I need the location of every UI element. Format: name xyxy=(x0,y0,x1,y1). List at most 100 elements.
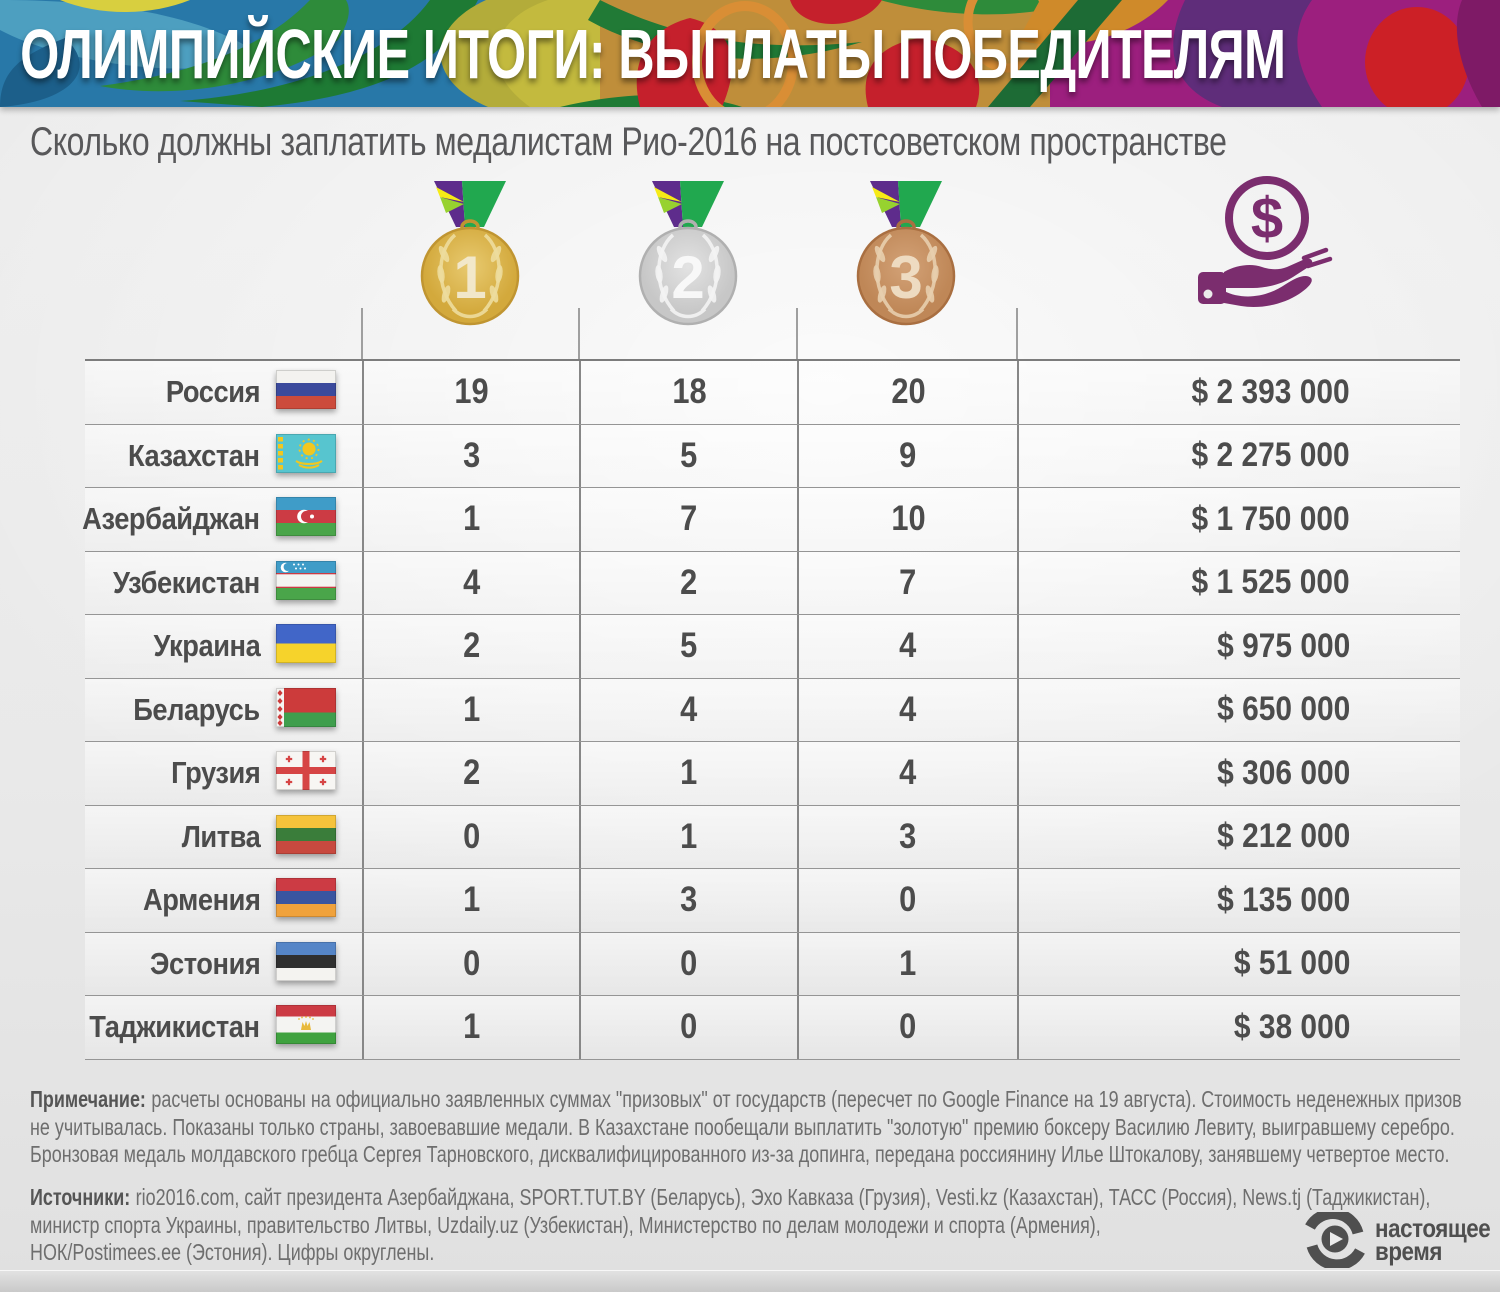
payout-cell: $ 306 000 xyxy=(1017,742,1460,805)
column-divider-line xyxy=(361,308,363,359)
silver-medal-icon: 2 xyxy=(628,172,748,337)
country-cell: Эстония xyxy=(85,933,362,996)
play-arrow-icon xyxy=(1330,1232,1343,1246)
silver-count-cell: 5 xyxy=(579,424,797,487)
country-cell: Узбекистан xyxy=(85,552,362,615)
sources: Источники: rio2016.com, сайт президента А… xyxy=(30,1184,1477,1267)
country-cell: Таджикистан xyxy=(85,996,362,1059)
country-name: Казахстан xyxy=(128,437,260,473)
payout-cell: $ 212 000 xyxy=(1017,805,1460,868)
payout-hand-icon: $ xyxy=(1196,172,1336,322)
bronze-count-cell: 20 xyxy=(797,361,1017,424)
payout-cell: $ 38 000 xyxy=(1017,996,1460,1059)
payout-cell: $ 1 525 000 xyxy=(1017,551,1460,614)
country-name: Таджикистан xyxy=(89,1009,261,1045)
silver-count-cell: 1 xyxy=(579,742,797,805)
country-cell: Беларусь xyxy=(85,679,362,742)
svg-text:$: $ xyxy=(1251,186,1283,251)
svg-text:3: 3 xyxy=(889,244,922,311)
subtitle: Сколько должны заплатить медалистам Рио-… xyxy=(30,120,1227,164)
table-row: Узбекистан 4 2 7 $ 1 525 000 xyxy=(85,551,1460,615)
bronze-count-cell: 9 xyxy=(797,424,1017,487)
bronze-count-cell: 3 xyxy=(797,805,1017,868)
header-background-art xyxy=(0,0,1500,107)
flag-icon-ee xyxy=(276,941,336,986)
country-cell: Литва xyxy=(85,806,362,869)
bronze-count-cell: 4 xyxy=(797,742,1017,805)
country-cell: Грузия xyxy=(85,742,362,805)
silver-count-cell: 0 xyxy=(579,996,797,1059)
gold-count-cell: 4 xyxy=(362,551,579,614)
table-row: Украина 2 5 4 $ 975 000 xyxy=(85,615,1460,679)
country-name: Эстония xyxy=(149,945,261,981)
silver-count-cell: 5 xyxy=(579,615,797,678)
flag-icon-ge xyxy=(276,751,336,795)
flag-icon-uz xyxy=(276,560,336,605)
table-row: Беларусь 1 4 4 $ 650 000 xyxy=(85,678,1460,742)
table-row: Армения 1 3 0 $ 135 000 xyxy=(85,869,1460,933)
payout-cell: $ 650 000 xyxy=(1017,678,1460,741)
silver-count-cell: 3 xyxy=(579,869,797,932)
table-row: Эстония 0 0 1 $ 51 000 xyxy=(85,932,1460,996)
table-row: Россия 19 18 20 $ 2 393 000 xyxy=(85,361,1460,425)
note-text: расчеты основаны на официально заявленны… xyxy=(30,1086,1462,1167)
payout-cell: $ 2 275 000 xyxy=(1017,424,1460,487)
silver-count-cell: 2 xyxy=(579,551,797,614)
payout-cell: $ 1 750 000 xyxy=(1017,488,1460,551)
country-cell: Украина xyxy=(85,615,362,678)
svg-text:2: 2 xyxy=(671,244,704,311)
bronze-count-cell: 10 xyxy=(797,488,1017,551)
gold-count-cell: 0 xyxy=(362,805,579,868)
flag-icon-kz xyxy=(276,433,336,478)
country-name: Армения xyxy=(142,882,261,918)
gold-count-cell: 1 xyxy=(362,488,579,551)
gold-count-cell: 1 xyxy=(362,869,579,932)
svg-text:1: 1 xyxy=(453,244,486,311)
silver-count-cell: 18 xyxy=(579,361,797,424)
page-title: ОЛИМПИЙСКИЕ ИТОГИ: ВЫПЛАТЫ ПОБЕДИТЕЛЯМ xyxy=(20,14,1286,93)
note-label: Примечание: xyxy=(30,1086,146,1112)
table-row: Грузия 2 1 4 $ 306 000 xyxy=(85,742,1460,806)
flag-icon-ru xyxy=(276,370,336,414)
note: Примечание: расчеты основаны на официальн… xyxy=(30,1086,1477,1169)
table-row: Азербайджан 1 7 10 $ 1 750 000 xyxy=(82,488,1460,552)
gold-count-cell: 0 xyxy=(362,932,579,995)
column-divider-line xyxy=(796,308,798,359)
silver-count-cell: 0 xyxy=(579,932,797,995)
country-name: Грузия xyxy=(170,755,261,791)
bronze-medal-icon: 3 xyxy=(846,172,966,337)
footer-strip xyxy=(0,1270,1500,1292)
bronze-count-cell: 7 xyxy=(797,551,1017,614)
country-name: Украина xyxy=(153,628,260,664)
flag-icon-tj xyxy=(276,1005,336,1049)
payout-cell: $ 2 393 000 xyxy=(1017,361,1460,424)
bronze-count-cell: 0 xyxy=(797,996,1017,1059)
country-cell: Казахстан xyxy=(85,425,362,488)
country-name: Россия xyxy=(165,374,261,410)
table-row: Таджикистан 1 0 0 $ 38 000 xyxy=(85,996,1460,1060)
country-cell: Азербайджан xyxy=(82,488,362,551)
silver-count-cell: 4 xyxy=(579,678,797,741)
country-cell: Россия xyxy=(85,361,362,424)
payouts-table: Россия 19 18 20 $ 2 393 000 Казахстан 3 … xyxy=(82,359,1460,1060)
flag-icon-az xyxy=(276,497,336,541)
flag-icon-ua xyxy=(276,624,336,668)
current-time-logo: настоящее время xyxy=(1302,1212,1500,1268)
country-name: Азербайджан xyxy=(82,501,261,537)
current-time-logo-text: настоящее время xyxy=(1375,1213,1491,1264)
logo-line1: настоящее xyxy=(1375,1213,1491,1243)
gold-count-cell: 19 xyxy=(362,361,579,424)
gold-count-cell: 1 xyxy=(362,678,579,741)
silver-count-cell: 1 xyxy=(579,805,797,868)
payout-cell: $ 975 000 xyxy=(1017,615,1460,678)
flag-icon-by xyxy=(276,687,336,732)
current-time-logo-icon xyxy=(1305,1212,1365,1268)
gold-count-cell: 2 xyxy=(362,742,579,805)
payout-cell: $ 135 000 xyxy=(1017,869,1460,932)
bronze-count-cell: 4 xyxy=(797,615,1017,678)
sources-text: rio2016.com, сайт президента Азербайджан… xyxy=(30,1184,1431,1265)
header-band: ОЛИМПИЙСКИЕ ИТОГИ: ВЫПЛАТЫ ПОБЕДИТЕЛЯМ xyxy=(0,0,1500,107)
payout-cell: $ 51 000 xyxy=(1017,932,1460,995)
country-name: Беларусь xyxy=(133,691,261,727)
